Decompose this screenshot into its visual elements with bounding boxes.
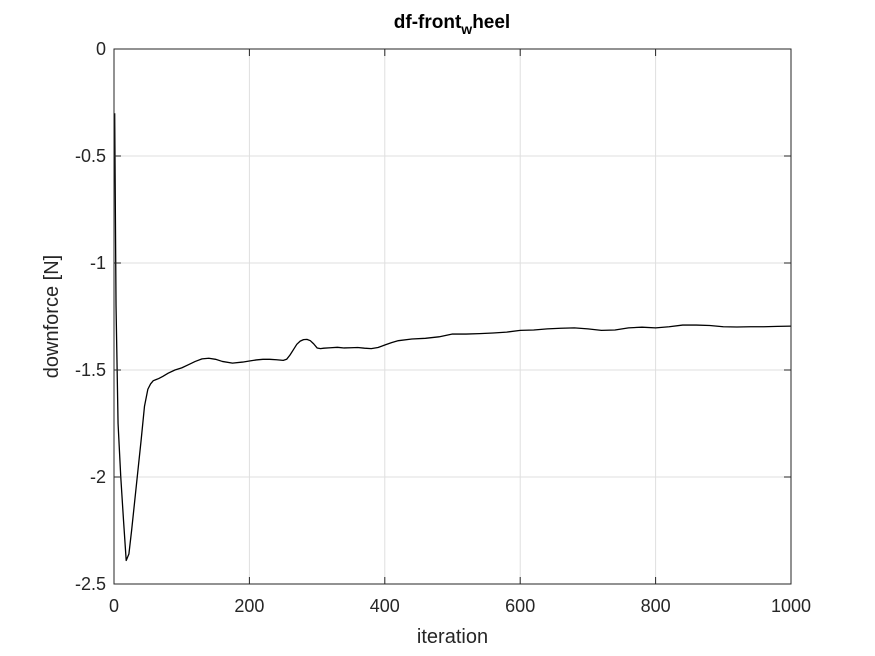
chart-title-rest: heel xyxy=(472,12,510,33)
y-tick-label: -0.5 xyxy=(75,146,106,166)
y-axis-label: downforce [N] xyxy=(41,255,63,378)
plot-area xyxy=(114,49,791,584)
tick-labels: 0 200 400 600 800 1000 0 -0.5 -1 -1.5 -2 -2.5 xyxy=(75,39,811,616)
chart-title: df-frontwheel xyxy=(394,12,510,37)
x-tick-label: 0 xyxy=(109,596,119,616)
x-tick-label: 200 xyxy=(234,596,264,616)
y-tick-label: -1 xyxy=(90,253,106,273)
x-tick-label: 400 xyxy=(370,596,400,616)
chart-title-subscript: w xyxy=(460,21,472,37)
x-tick-label: 1000 xyxy=(771,596,811,616)
y-tick-label: -2.5 xyxy=(75,574,106,594)
y-tick-label: -1.5 xyxy=(75,360,106,380)
x-tick-label: 800 xyxy=(641,596,671,616)
x-axis-label: iteration xyxy=(417,626,488,648)
y-tick-label: -2 xyxy=(90,467,106,487)
chart-title-main: df-front xyxy=(394,12,462,33)
grid xyxy=(113,48,792,585)
x-tick-label: 600 xyxy=(505,596,535,616)
y-tick-label: 0 xyxy=(96,39,106,59)
series-line xyxy=(114,113,792,562)
axes-box xyxy=(113,48,792,585)
ticks xyxy=(113,48,792,585)
